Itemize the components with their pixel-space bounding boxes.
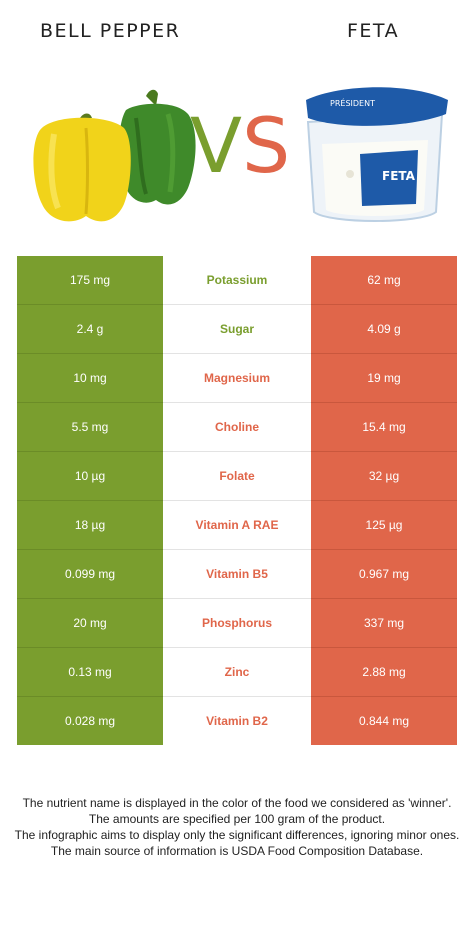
feta-tub-icon: PRÉSIDENT FETA	[306, 87, 448, 222]
feta-value: 4.09 g	[311, 304, 457, 354]
green-pepper-icon	[119, 89, 196, 205]
nutrient-name: Choline	[163, 402, 311, 452]
nutrient-name: Sugar	[163, 304, 311, 354]
brand-label: PRÉSIDENT	[330, 97, 375, 108]
feta-value: 0.844 mg	[311, 696, 457, 745]
nutrient-name: Zinc	[163, 647, 311, 697]
bell-pepper-value: 5.5 mg	[17, 402, 163, 452]
bell-pepper-value: 20 mg	[17, 598, 163, 648]
feta-value: 337 mg	[311, 598, 457, 648]
nutrient-row: 0.13 mg Zinc 2.88 mg	[17, 647, 457, 697]
vs-s: S	[242, 101, 291, 190]
nutrient-row: 2.4 g Sugar 4.09 g	[17, 304, 457, 354]
footnote-source: The main source of information is USDA F…	[50, 844, 424, 858]
bell-pepper-value: 18 µg	[17, 500, 163, 550]
nutrient-row: 10 µg Folate 32 µg	[17, 451, 457, 501]
nutrient-row: 5.5 mg Choline 15.4 mg	[17, 402, 457, 452]
vs-v: V	[190, 101, 242, 190]
feta-value: 15.4 mg	[311, 402, 457, 452]
nutrient-comparison-table: 175 mg Potassium 62 mg 2.4 g Sugar 4.09 g 10 m…	[17, 256, 457, 745]
nutrient-row: 10 mg Magnesium 19 mg	[17, 353, 457, 403]
right-food-title: FETA	[347, 20, 400, 42]
bell-pepper-value: 0.028 mg	[17, 696, 163, 745]
nutrient-name: Folate	[163, 451, 311, 501]
feta-value: 2.88 mg	[311, 647, 457, 697]
nutrient-row: 0.099 mg Vitamin B5 0.967 mg	[17, 549, 457, 599]
nutrient-name: Potassium	[163, 256, 311, 305]
product-label: FETA	[382, 169, 416, 183]
feta-value: 125 µg	[311, 500, 457, 550]
bell-pepper-image	[28, 84, 203, 229]
nutrient-row: 18 µg Vitamin A RAE 125 µg	[17, 500, 457, 550]
footnotes: The nutrient name is displayed in the co…	[14, 795, 460, 859]
nutrient-row: 175 mg Potassium 62 mg	[17, 256, 457, 305]
yellow-pepper-icon	[33, 113, 131, 222]
nutrient-name: Vitamin B5	[163, 549, 311, 599]
bell-pepper-value: 0.13 mg	[17, 647, 163, 697]
feta-value: 62 mg	[311, 256, 457, 305]
bell-pepper-value: 0.099 mg	[17, 549, 163, 599]
footnote-per-100g: The amounts are specified per 100 gram o…	[88, 812, 386, 826]
nutrient-name: Vitamin A RAE	[163, 500, 311, 550]
feta-value: 0.967 mg	[311, 549, 457, 599]
bell-pepper-value: 10 µg	[17, 451, 163, 501]
bell-pepper-value: 10 mg	[17, 353, 163, 403]
nutrient-name: Vitamin B2	[163, 696, 311, 745]
bell-pepper-value: 175 mg	[17, 256, 163, 305]
vs-label: VS	[190, 108, 290, 184]
nutrient-name: Magnesium	[163, 353, 311, 403]
footnote-winner-color: The nutrient name is displayed in the co…	[22, 796, 452, 810]
feta-image: PRÉSIDENT FETA	[300, 84, 450, 229]
nutrient-row: 0.028 mg Vitamin B2 0.844 mg	[17, 696, 457, 745]
feta-value: 19 mg	[311, 353, 457, 403]
nutrient-row: 20 mg Phosphorus 337 mg	[17, 598, 457, 648]
left-food-title: BELL PEPPER	[40, 20, 181, 42]
nutrient-name: Phosphorus	[163, 598, 311, 648]
bell-pepper-value: 2.4 g	[17, 304, 163, 354]
feta-value: 32 µg	[311, 451, 457, 501]
footnote-significant-differences: The infographic aims to display only the…	[14, 828, 460, 842]
